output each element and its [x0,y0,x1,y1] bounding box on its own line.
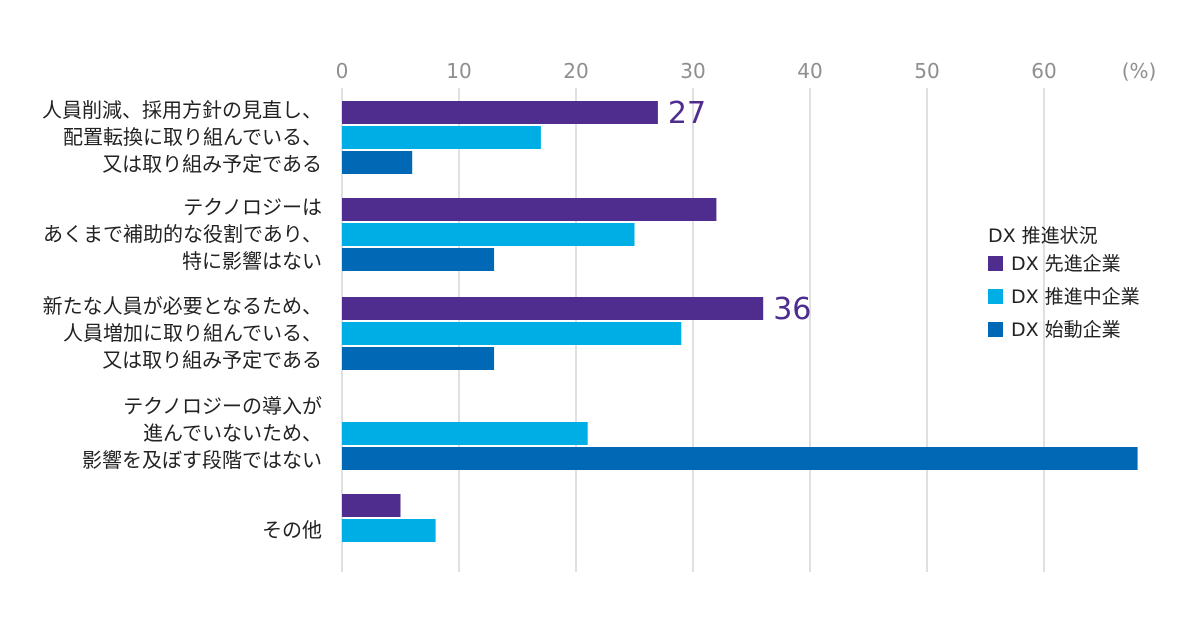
bar-series2-cat2 [342,347,495,370]
bar-series0-cat1 [342,198,717,221]
category-label-1-line-1: あくまで補助的な役割であり、 [43,222,322,246]
legend-label-0: DX 先進企業 [1011,253,1121,275]
category-label-0-line-0: 人員削減、採用方針の見直し、 [42,98,322,122]
category-label-2-line-0: 新たな人員が必要となるため、 [43,294,322,318]
bar-series1-cat4 [342,519,436,542]
bar-series2-cat0 [342,151,413,174]
bars [342,101,1138,542]
category-label-2-line-1: 人員増加に取り組んでいる、 [63,321,322,345]
legend-swatch-0 [988,256,1003,271]
x-tick-label-20: 20 [563,59,588,83]
x-tick-label-0: 0 [336,59,349,83]
data-label-0: 27 [668,96,706,131]
bar-series0-cat2 [342,297,764,320]
legend-label-2: DX 始動企業 [1011,319,1121,341]
bar-series1-cat0 [342,126,541,149]
x-tick-label-40: 40 [797,59,822,83]
category-label-3-line-0: テクノロジーの導入が [123,394,322,418]
legend-swatch-2 [988,322,1003,337]
bar-series1-cat1 [342,223,635,246]
category-label-4-line-0: その他 [262,518,322,542]
category-labels: 人員削減、採用方針の見直し、配置転換に取り組んでいる、又は取り組み予定であるテク… [42,98,322,542]
category-label-0-line-2: 又は取り組み予定である [102,152,322,176]
category-label-2-line-2: 又は取り組み予定である [102,348,322,372]
data-label-1: 36 [773,292,811,327]
legend-label-1: DX 推進中企業 [1011,286,1140,308]
x-tick-label-60: 60 [1031,59,1056,83]
category-label-3-line-2: 影響を及ぼす段階ではない [82,448,322,472]
legend: DX 推進状況 DX 先進企業 DX 推進中企業 DX 始動企業 [988,225,1140,341]
legend-title: DX 推進状況 [988,225,1098,247]
bar-series1-cat3 [342,422,588,445]
x-tick-label-50: 50 [914,59,939,83]
bar-series0-cat4 [342,494,401,517]
category-label-3-line-1: 進んでいないため、 [143,421,322,445]
data-labels: 27 36 [668,96,811,327]
x-tick-label-10: 10 [446,59,471,83]
bar-series1-cat2 [342,322,682,345]
x-axis-unit-label: (%) [1122,59,1157,83]
category-label-0-line-1: 配置転換に取り組んでいる、 [63,125,322,149]
legend-swatch-1 [988,289,1003,304]
category-label-1-line-0: テクノロジーは [183,195,322,219]
bar-series2-cat3 [342,447,1138,470]
bar-series0-cat0 [342,101,658,124]
category-label-1-line-2: 特に影響はない [182,249,322,273]
x-axis-ticks: (%) 0 10 20 30 40 50 60 [336,59,1157,83]
bar-series2-cat1 [342,248,495,271]
x-tick-label-30: 30 [680,59,705,83]
